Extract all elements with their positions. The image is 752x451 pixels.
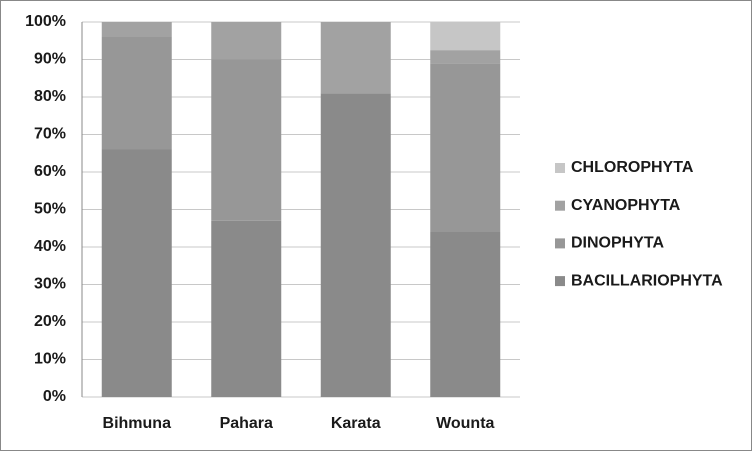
legend-swatch <box>555 276 565 287</box>
x-tick-label: Wounta <box>436 415 494 432</box>
bar-segment <box>211 22 282 60</box>
y-tick-label: 90% <box>34 51 66 68</box>
legend-label: BACILLARIOPHYTA <box>571 272 723 289</box>
legend-label: DINOPHYTA <box>571 235 664 252</box>
bar-segment <box>430 63 501 232</box>
legend-swatch <box>555 163 565 173</box>
y-tick-label: 50% <box>34 201 66 218</box>
bar-segment <box>101 149 172 397</box>
bar-segment <box>320 22 391 94</box>
y-tick-label: 0% <box>43 388 66 405</box>
bar-segment <box>430 22 501 51</box>
y-tick-label: 100% <box>25 13 66 30</box>
bar-segment <box>430 232 501 397</box>
bar-segment <box>211 220 282 397</box>
y-tick-label: 70% <box>34 126 66 143</box>
legend-swatch <box>555 238 565 249</box>
legend-label: CYANOPHYTA <box>571 197 681 214</box>
y-tick-label: 30% <box>34 276 66 293</box>
legend-swatch <box>555 200 565 211</box>
bar-segment <box>101 37 172 150</box>
y-tick-label: 80% <box>34 88 66 105</box>
x-tick-label: Bihmuna <box>103 415 172 432</box>
bar-segment <box>101 22 172 37</box>
y-tick-label: 20% <box>34 313 66 330</box>
y-tick-label: 10% <box>34 351 66 368</box>
x-tick-label: Karata <box>331 415 381 432</box>
bar-segment <box>320 93 391 397</box>
y-tick-label: 60% <box>34 163 66 180</box>
x-tick-label: Pahara <box>220 415 273 432</box>
bar-segment <box>430 50 501 64</box>
bar-segment <box>211 59 282 221</box>
y-tick-label: 40% <box>34 238 66 255</box>
legend-label: CHLOROPHYTA <box>571 159 694 176</box>
